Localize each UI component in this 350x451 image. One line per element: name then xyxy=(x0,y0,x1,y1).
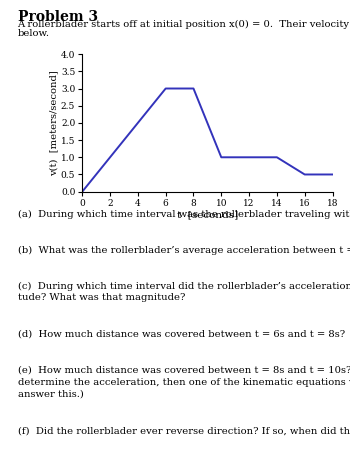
Text: (f)  Did the rollerblader ever reverse direction? If so, when did this occur?: (f) Did the rollerblader ever reverse di… xyxy=(18,426,350,435)
X-axis label: t  [seconds]: t [seconds] xyxy=(177,211,238,219)
Y-axis label: v(t)  [meters/second]: v(t) [meters/second] xyxy=(49,70,58,176)
Text: (d)  How much distance was covered between t = 6s and t = 8s?: (d) How much distance was covered betwee… xyxy=(18,329,345,338)
Text: Problem 3: Problem 3 xyxy=(18,10,98,24)
Text: (b)  What was the rollerblader’s average acceleration between t = 0s and t = 18s: (b) What was the rollerblader’s average … xyxy=(18,246,350,255)
Text: A rollerblader starts off at initial position x(0) = 0.  Their velocity vs.  tim: A rollerblader starts off at initial pos… xyxy=(18,20,350,29)
Text: (a)  During which time interval was the rollerblader traveling with constant spe: (a) During which time interval was the r… xyxy=(18,210,350,219)
Text: (c)  During which time interval did the rollerblader’s acceleration have the lar: (c) During which time interval did the r… xyxy=(18,282,350,303)
Text: (e)  How much distance was covered between t = 8s and t = 10s?  (Hint:  if you c: (e) How much distance was covered betwee… xyxy=(18,366,350,398)
Text: below.: below. xyxy=(18,29,49,38)
